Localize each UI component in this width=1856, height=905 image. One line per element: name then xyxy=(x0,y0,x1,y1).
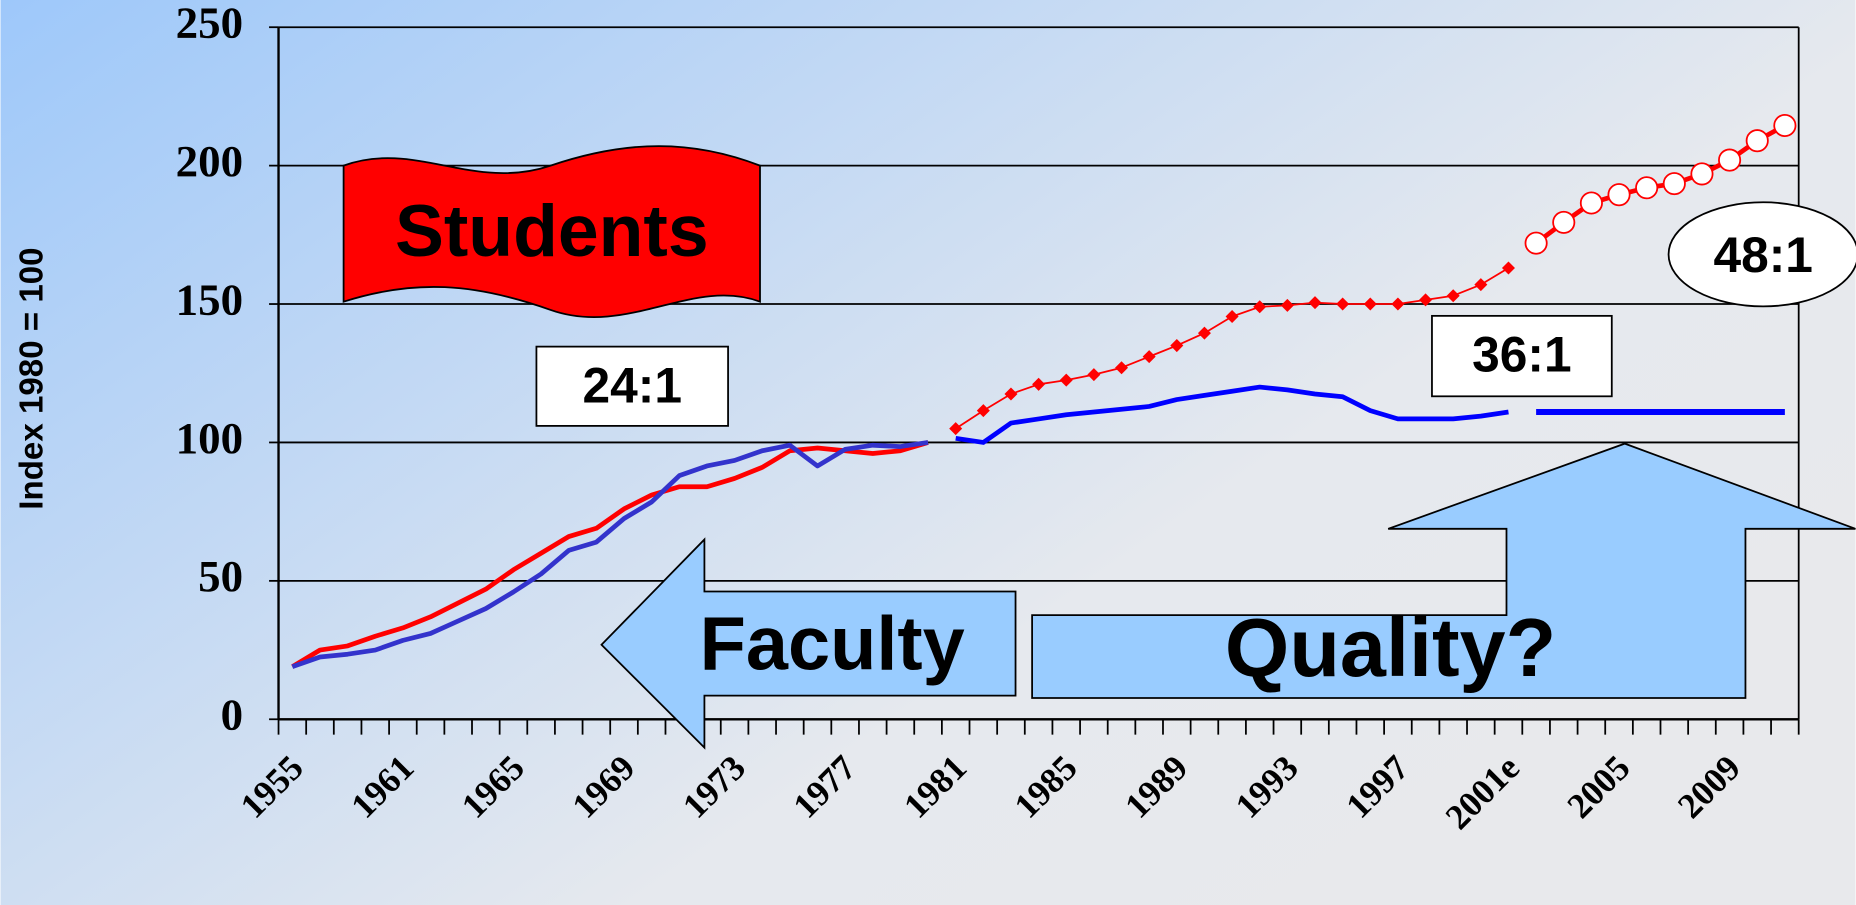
circle-marker xyxy=(1635,176,1659,200)
y-tick-label: 250 xyxy=(176,0,243,48)
circle-marker xyxy=(1579,191,1603,215)
diamond-marker xyxy=(1115,361,1129,375)
series-line xyxy=(291,440,929,669)
diamond-marker xyxy=(1391,297,1405,311)
diamond-marker xyxy=(1253,300,1267,314)
faculty-label: Faculty xyxy=(700,601,965,686)
diamond-marker xyxy=(1280,298,1294,312)
circle-marker xyxy=(1662,172,1686,196)
y-tick-label: 100 xyxy=(176,413,243,463)
diamond-marker xyxy=(1004,387,1018,401)
diamond-marker xyxy=(1170,339,1184,353)
y-tick-label: 0 xyxy=(221,690,243,740)
circle-marker xyxy=(1773,113,1797,138)
series-line xyxy=(291,440,929,669)
ratio-ellipse xyxy=(1667,201,1856,308)
ratio-label: 36:1 xyxy=(1472,327,1571,383)
diamond-marker xyxy=(1197,326,1211,340)
circle-marker xyxy=(1524,231,1548,255)
plot xyxy=(291,113,1797,669)
faculty-arrow xyxy=(600,537,1017,750)
students-label: Students xyxy=(395,190,709,272)
diamond-marker xyxy=(1087,368,1101,382)
circle-marker xyxy=(1745,129,1769,153)
diamond-marker xyxy=(1363,297,1377,311)
diamond-marker xyxy=(1501,261,1515,275)
diamond-marker xyxy=(1446,289,1460,303)
circle-marker xyxy=(1718,148,1742,172)
diamond-marker xyxy=(1142,350,1156,364)
circle-marker xyxy=(1690,162,1714,186)
students-banner xyxy=(342,145,761,319)
y-axis-label: Index 1980 = 100 xyxy=(13,247,50,509)
quality-arrow xyxy=(1031,442,1856,699)
diamond-marker xyxy=(1059,373,1073,387)
diamond-marker xyxy=(1336,297,1350,311)
quality-label: Quality? xyxy=(1225,601,1556,694)
ratio-box xyxy=(535,345,729,427)
circle-marker xyxy=(1607,183,1631,207)
series-line xyxy=(955,384,1509,445)
diamond-marker xyxy=(1225,309,1239,323)
y-tick-label: 200 xyxy=(176,136,243,186)
ratio-label: 24:1 xyxy=(583,357,682,413)
y-tick-label: 150 xyxy=(176,274,243,324)
diamond-marker xyxy=(1032,377,1046,391)
diamond-marker xyxy=(1419,293,1433,307)
ratio-label: 48:1 xyxy=(1713,227,1812,283)
circle-marker xyxy=(1552,210,1576,234)
series-line xyxy=(1534,123,1787,246)
ratio-box xyxy=(1431,314,1613,398)
diamond-marker xyxy=(1308,296,1322,310)
diamond-marker xyxy=(1474,278,1488,292)
y-tick-label: 50 xyxy=(198,551,243,601)
